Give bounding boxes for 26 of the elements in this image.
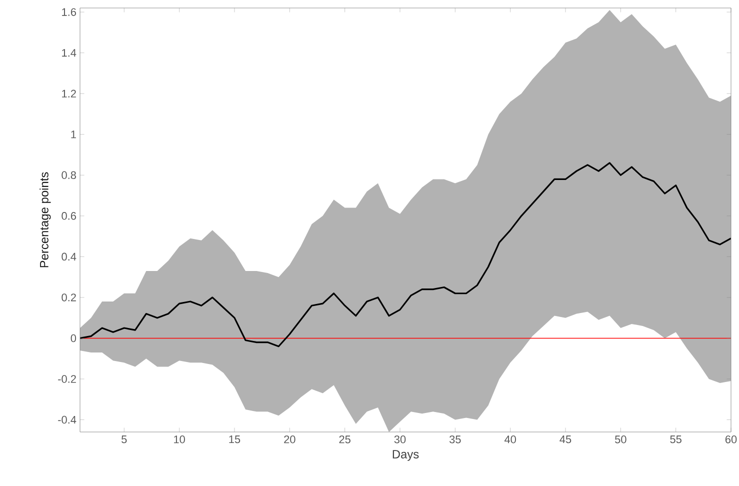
y-tick-label: 0.6 [62, 212, 76, 220]
x-tick-label: 50 [615, 436, 626, 444]
x-tick-label: 20 [284, 436, 296, 444]
y-tick-label: 0.2 [62, 294, 76, 302]
x-tick-label: 60 [725, 436, 737, 444]
y-axis-title: Percentage points [40, 172, 51, 268]
y-tick-label: 1 [71, 130, 76, 138]
y-tick-label: 0 [70, 334, 76, 342]
y-tick-label: 0.8 [62, 171, 76, 180]
y-tick-label: 1.4 [62, 49, 76, 57]
y-tick-label: -0.2 [58, 375, 76, 383]
y-tick-label: 0.4 [62, 252, 76, 261]
x-axis-title: Days [392, 450, 419, 461]
x-tick-label: 35 [449, 436, 461, 444]
x-tick-label: 45 [560, 436, 572, 444]
x-tick-label: 30 [394, 436, 406, 444]
x-tick-label: 15 [229, 436, 240, 444]
y-tick-label: 1.2 [62, 90, 76, 98]
x-tick-label: 55 [670, 436, 682, 444]
x-tick-label: 25 [339, 436, 350, 444]
x-tick-label: 40 [504, 436, 516, 444]
x-tick-label: 10 [174, 436, 185, 444]
line-series [80, 162, 731, 348]
x-tick-label: 5 [122, 436, 127, 444]
y-tick-label: -0.4 [58, 416, 76, 424]
y-tick-label: 1.6 [62, 8, 76, 16]
